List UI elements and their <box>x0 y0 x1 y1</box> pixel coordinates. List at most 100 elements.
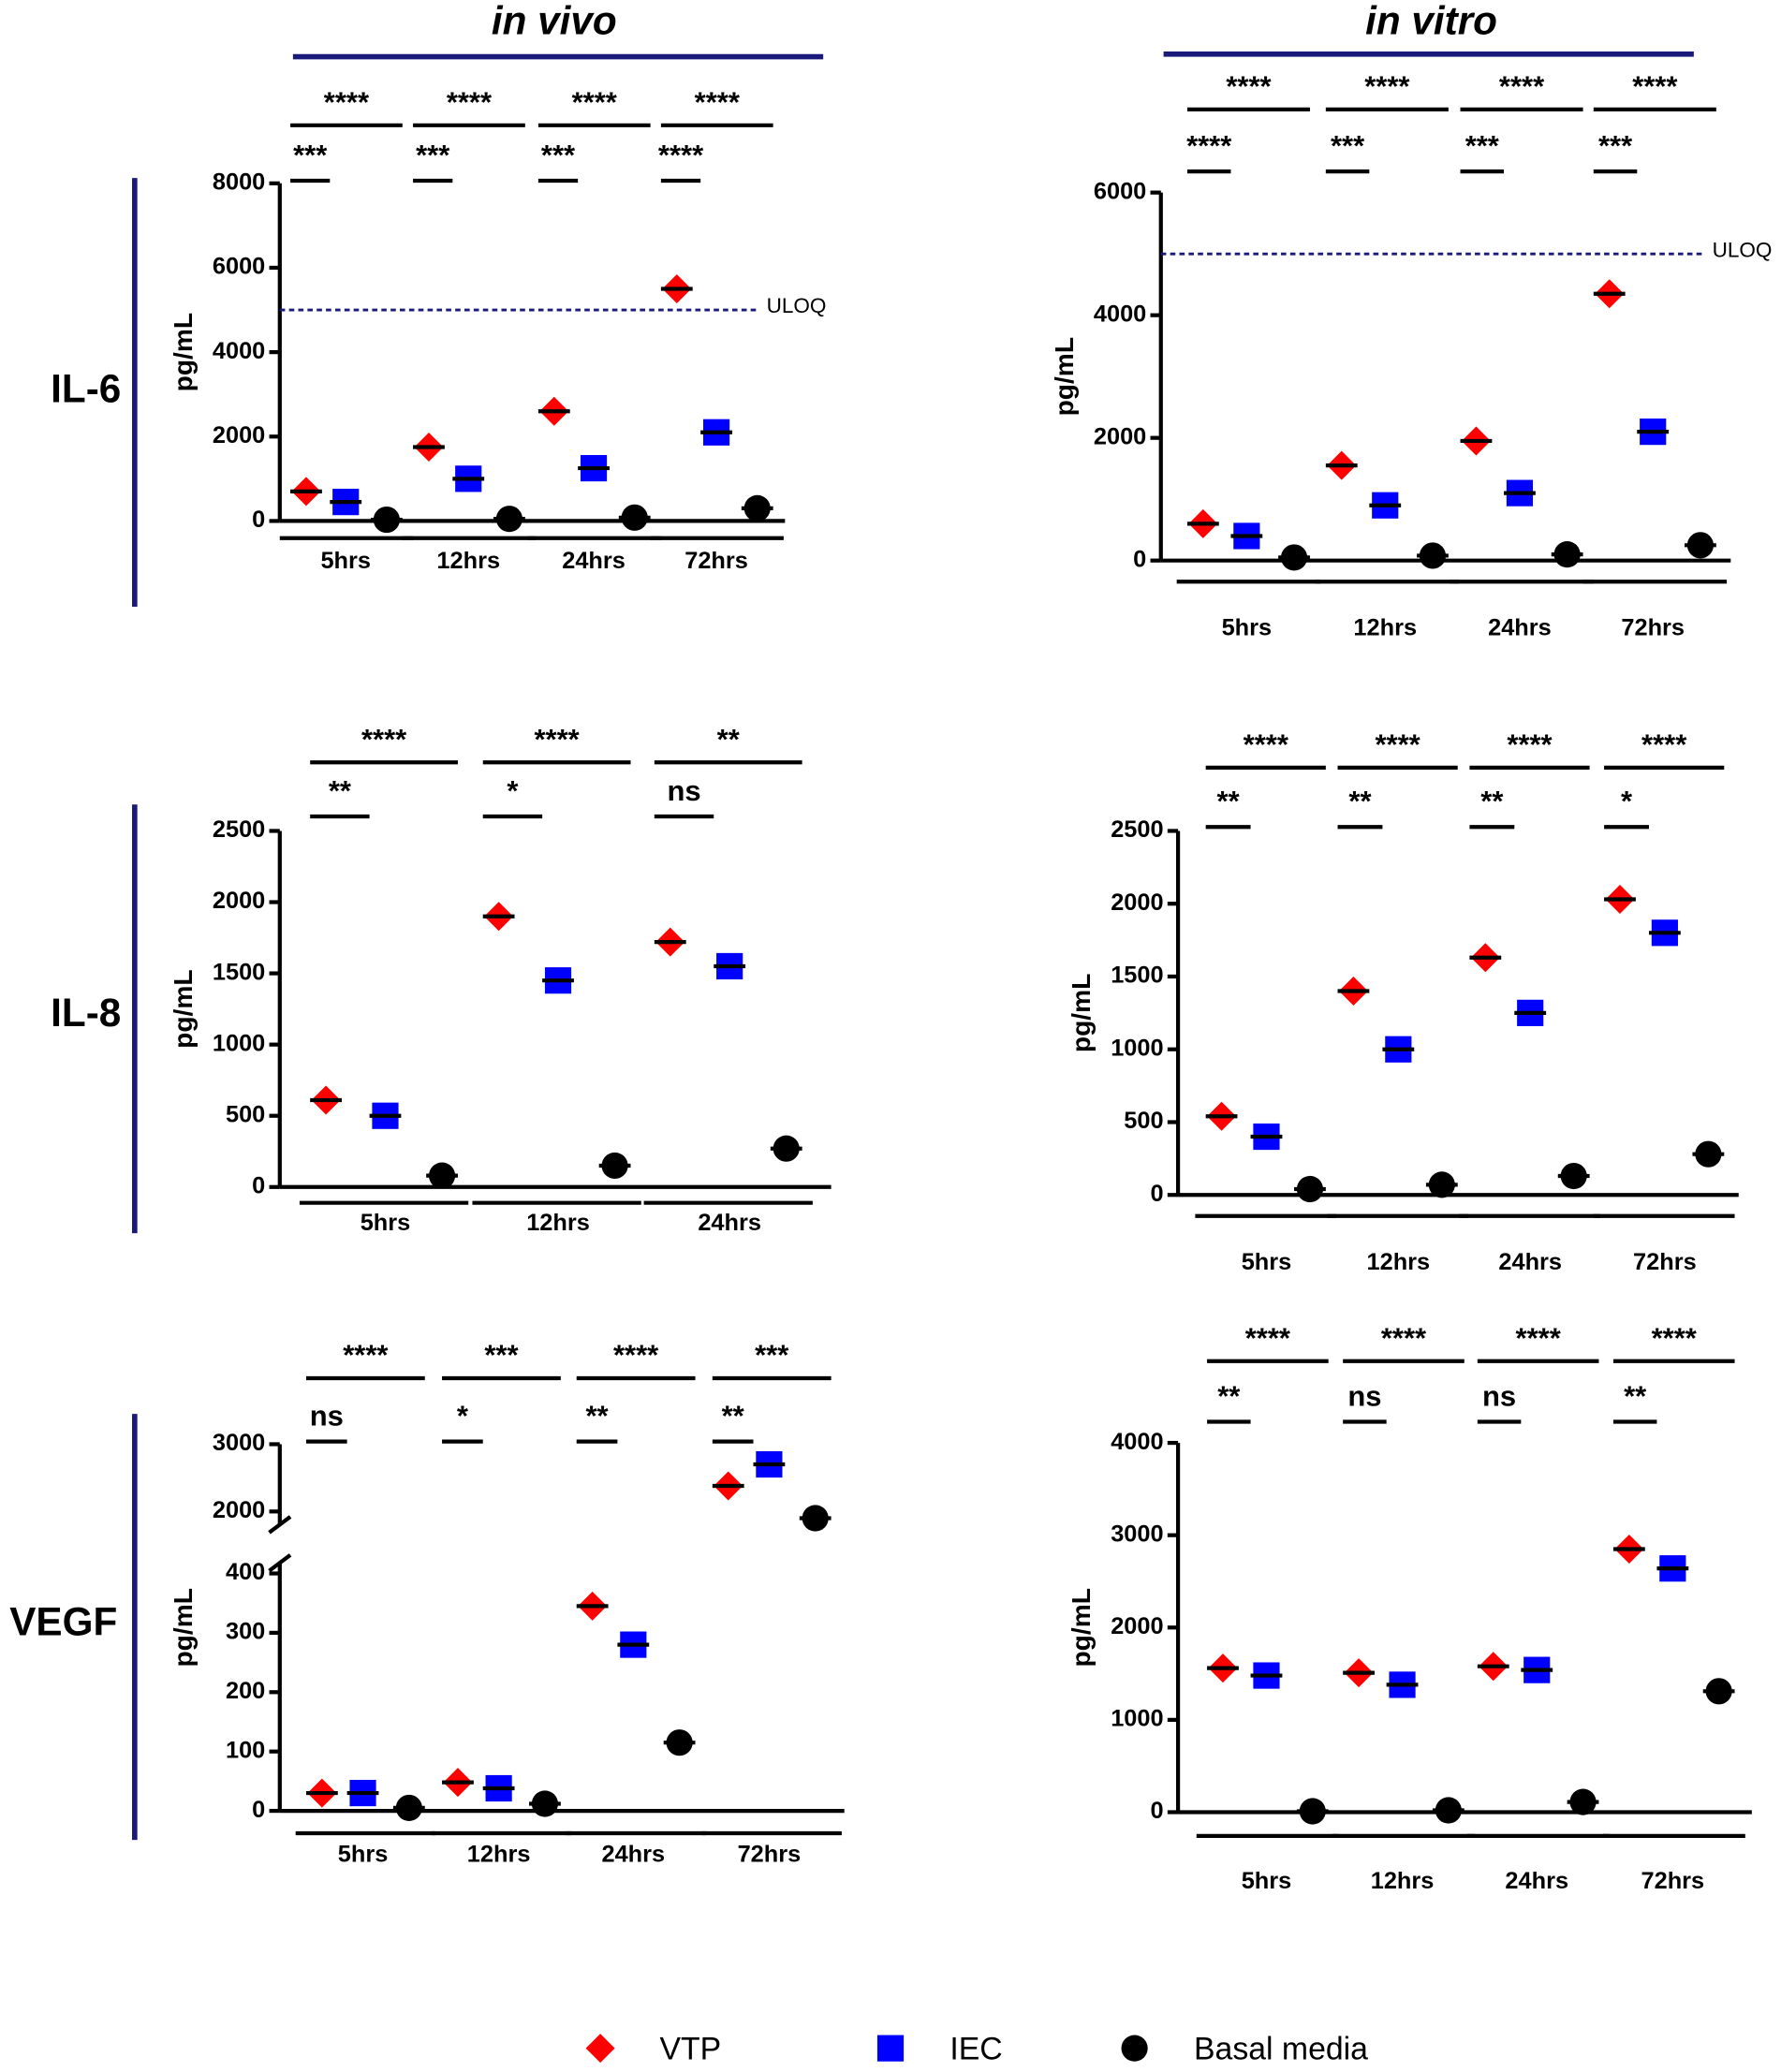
significance-label: **** <box>1516 1321 1562 1354</box>
significance-label: *** <box>755 1339 789 1372</box>
legend-label: VTP <box>659 2031 721 2066</box>
y-tick-label: 1000 <box>1111 1706 1163 1732</box>
x-tick-label: 24hrs <box>698 1210 761 1236</box>
y-tick-label: 2000 <box>213 1497 265 1523</box>
x-tick-label: 5hrs <box>1222 615 1273 641</box>
y-tick-label: 0 <box>252 1172 265 1198</box>
significance-label: **** <box>343 1339 389 1372</box>
y-tick-label: 200 <box>226 1678 265 1704</box>
row-label: IL-8 <box>51 991 121 1035</box>
x-tick-label: 5hrs <box>338 1842 389 1868</box>
x-tick-label: 5hrs <box>1242 1868 1292 1894</box>
significance-label: * <box>457 1399 469 1432</box>
y-tick-label: 3000 <box>1111 1521 1163 1547</box>
significance-label: * <box>1621 785 1633 817</box>
significance-label: **** <box>1186 129 1232 162</box>
x-tick-label: 24hrs <box>1488 615 1552 641</box>
significance-label: ns <box>310 1399 344 1432</box>
significance-label: **** <box>1244 727 1289 760</box>
y-tick-label: 0 <box>252 1797 265 1823</box>
y-tick-label: 3000 <box>213 1430 265 1456</box>
significance-label: **** <box>1364 70 1410 103</box>
significance-label: **** <box>572 85 618 118</box>
significance-label: ns <box>1347 1379 1381 1412</box>
significance-label: **** <box>1381 1321 1427 1354</box>
y-tick-label: 4000 <box>213 338 265 364</box>
y-tick-label: 2000 <box>1111 1613 1163 1639</box>
y-tick-label: 2500 <box>1111 816 1163 843</box>
significance-label: **** <box>534 723 580 756</box>
significance-label: **** <box>1226 70 1272 103</box>
column-title: in vivo <box>492 0 617 43</box>
x-tick-label: 24hrs <box>562 548 626 574</box>
x-tick-label: 24hrs <box>601 1842 665 1868</box>
x-tick-label: 12hrs <box>526 1210 590 1236</box>
x-tick-label: 72hrs <box>1621 615 1685 641</box>
significance-label: ns <box>667 774 700 807</box>
row-label: VEGF <box>9 1600 117 1644</box>
y-tick-label: 0 <box>1150 1798 1163 1824</box>
marker <box>1121 2035 1148 2062</box>
significance-label: ** <box>1480 785 1504 817</box>
significance-label: ** <box>717 723 741 756</box>
y-tick-label: 1000 <box>213 1030 265 1056</box>
y-tick-label: 0 <box>1150 1181 1163 1207</box>
significance-label: **** <box>361 723 407 756</box>
y-tick-label: 1500 <box>213 959 265 985</box>
y-tick-label: 0 <box>1133 546 1146 572</box>
x-tick-label: 12hrs <box>1367 1249 1431 1275</box>
y-axis-label: pg/mL <box>1049 337 1079 416</box>
x-tick-label: 12hrs <box>436 548 500 574</box>
y-tick-label: 6000 <box>1094 178 1146 204</box>
significance-label: **** <box>1641 727 1687 760</box>
significance-label: * <box>507 774 519 807</box>
y-axis-label: pg/mL <box>1066 974 1096 1052</box>
y-tick-label: 0 <box>252 507 265 533</box>
significance-label: *** <box>1598 129 1633 162</box>
x-tick-label: 72hrs <box>684 548 748 574</box>
significance-label: ** <box>1217 785 1241 817</box>
significance-label: ** <box>586 1399 610 1432</box>
y-tick-label: 2000 <box>1094 423 1146 449</box>
significance-label: **** <box>1245 1321 1291 1354</box>
significance-label: *** <box>416 139 450 171</box>
significance-label: *** <box>1465 129 1500 162</box>
significance-label: ** <box>1624 1379 1647 1412</box>
y-tick-label: 500 <box>226 1101 265 1127</box>
significance-label: *** <box>293 139 328 171</box>
y-tick-label: 2000 <box>1111 889 1163 916</box>
significance-label: **** <box>447 85 493 118</box>
row-label: IL-6 <box>51 367 121 411</box>
ref-line-label: ULOQ <box>767 294 827 317</box>
significance-label: ns <box>1482 1379 1516 1412</box>
y-tick-label: 500 <box>1124 1108 1163 1134</box>
significance-label: **** <box>1652 1321 1698 1354</box>
x-tick-label: 72hrs <box>1641 1868 1705 1894</box>
y-tick-label: 100 <box>226 1737 265 1763</box>
y-tick-label: 4000 <box>1111 1429 1163 1455</box>
x-tick-label: 5hrs <box>361 1210 411 1236</box>
y-axis-label: pg/mL <box>168 969 198 1048</box>
x-tick-label: 12hrs <box>467 1842 531 1868</box>
x-tick-label: 24hrs <box>1498 1249 1562 1275</box>
significance-label: **** <box>658 139 704 171</box>
significance-label: *** <box>484 1339 519 1372</box>
significance-label: **** <box>1499 70 1545 103</box>
significance-label: ** <box>722 1399 745 1432</box>
significance-label: **** <box>695 85 741 118</box>
legend-label: Basal media <box>1194 2031 1368 2066</box>
significance-label: **** <box>1376 727 1421 760</box>
y-tick-label: 1500 <box>1111 963 1163 989</box>
axis-break <box>268 1553 292 1573</box>
y-tick-label: 6000 <box>213 254 265 280</box>
significance-label: ** <box>329 774 352 807</box>
column-title: in vitro <box>1365 0 1497 43</box>
y-tick-label: 1000 <box>1111 1035 1163 1061</box>
x-tick-label: 72hrs <box>1633 1249 1697 1275</box>
y-tick-label: 8000 <box>213 169 265 196</box>
y-axis-label: pg/mL <box>168 1588 198 1667</box>
y-axis-label: pg/mL <box>168 313 198 391</box>
significance-label: ** <box>1348 785 1372 817</box>
x-tick-label: 12hrs <box>1371 1868 1435 1894</box>
significance-label: ** <box>1217 1379 1241 1412</box>
